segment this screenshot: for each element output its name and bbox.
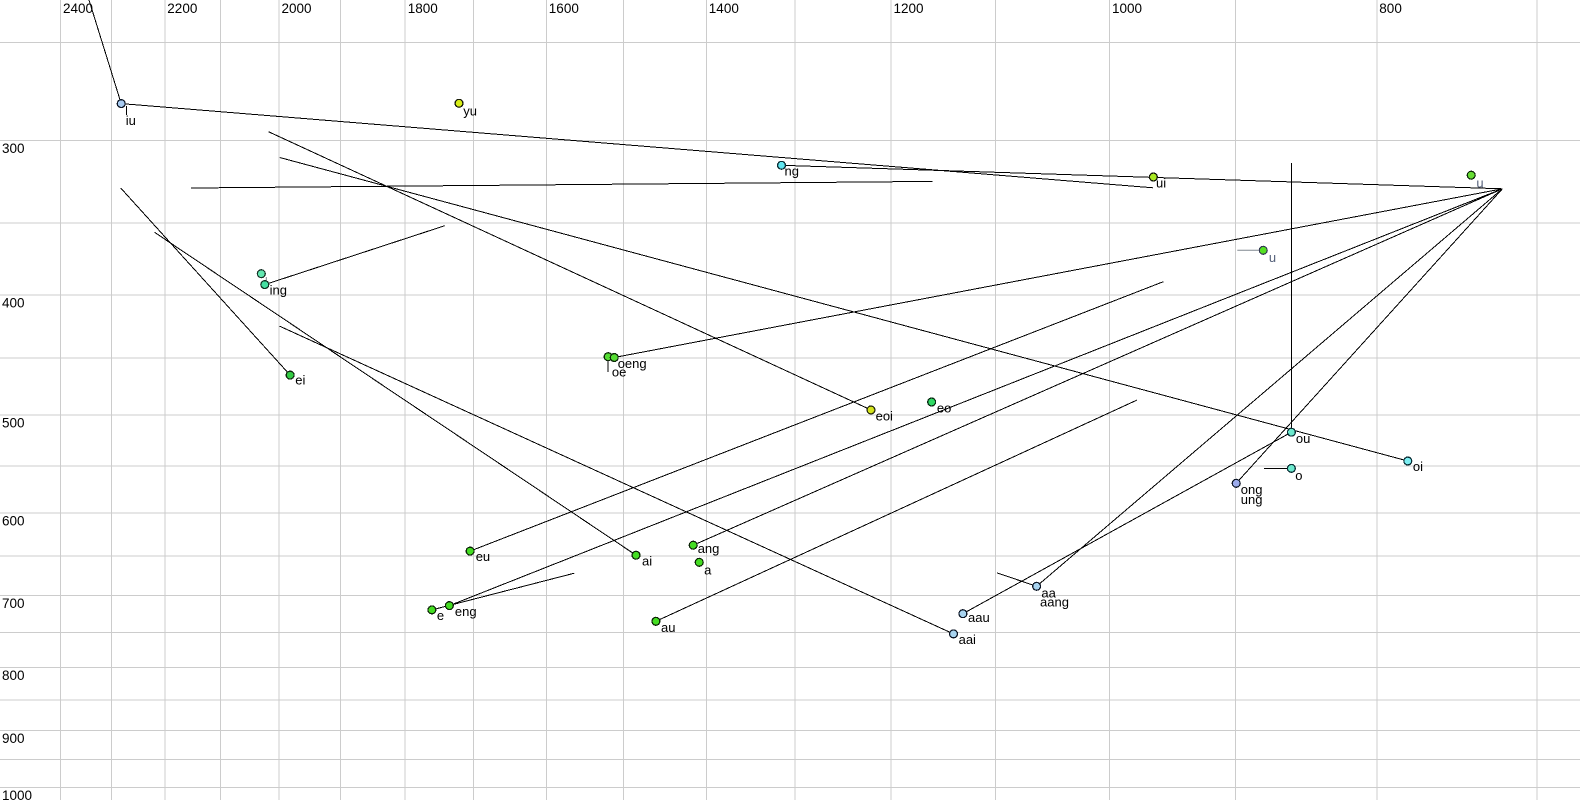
svg-text:ui: ui	[1156, 176, 1166, 191]
svg-text:2000: 2000	[282, 1, 312, 16]
svg-text:700: 700	[2, 596, 25, 611]
svg-text:e: e	[437, 608, 444, 623]
svg-text:1000: 1000	[1112, 1, 1142, 16]
svg-text:ung: ung	[1241, 492, 1263, 507]
svg-text:ng: ng	[785, 164, 799, 179]
svg-text:eo: eo	[937, 400, 951, 415]
svg-text:eng: eng	[455, 604, 477, 619]
svg-text:1400: 1400	[709, 1, 739, 16]
svg-text:ing: ing	[270, 283, 287, 298]
svg-text:aau: aau	[968, 610, 990, 625]
svg-text:ang: ang	[698, 541, 720, 556]
svg-text:a: a	[704, 562, 712, 577]
svg-text:400: 400	[2, 295, 25, 310]
svg-text:oeng: oeng	[618, 356, 647, 371]
svg-text:ei: ei	[295, 372, 305, 387]
svg-text:ai: ai	[642, 553, 652, 568]
svg-text:2200: 2200	[167, 1, 197, 16]
svg-text:u: u	[1476, 175, 1483, 190]
svg-text:au: au	[661, 620, 675, 635]
svg-text:800: 800	[1379, 1, 1402, 16]
svg-text:eu: eu	[476, 549, 490, 564]
svg-text:aa: aa	[1041, 586, 1056, 601]
svg-text:300: 300	[2, 141, 25, 156]
svg-text:600: 600	[2, 513, 25, 528]
svg-text:oi: oi	[1413, 459, 1423, 474]
svg-text:1600: 1600	[549, 1, 579, 16]
svg-text:ong: ong	[1241, 482, 1263, 497]
svg-text:ou: ou	[1296, 431, 1310, 446]
svg-text:800: 800	[2, 668, 25, 683]
svg-text:900: 900	[2, 731, 25, 746]
svg-text:500: 500	[2, 415, 25, 430]
svg-text:u: u	[1269, 250, 1276, 265]
svg-text:1200: 1200	[894, 1, 924, 16]
svg-text:o: o	[1295, 468, 1302, 483]
svg-text:aai: aai	[959, 632, 976, 647]
svg-text:aang: aang	[1040, 595, 1069, 610]
svg-text:oe: oe	[612, 365, 626, 380]
svg-text:iu: iu	[126, 113, 136, 128]
svg-text:1800: 1800	[408, 1, 438, 16]
svg-text:1000: 1000	[2, 788, 32, 800]
svg-text:2400: 2400	[63, 1, 93, 16]
svg-text:eoi: eoi	[876, 409, 893, 424]
svg-text:yu: yu	[463, 104, 477, 119]
